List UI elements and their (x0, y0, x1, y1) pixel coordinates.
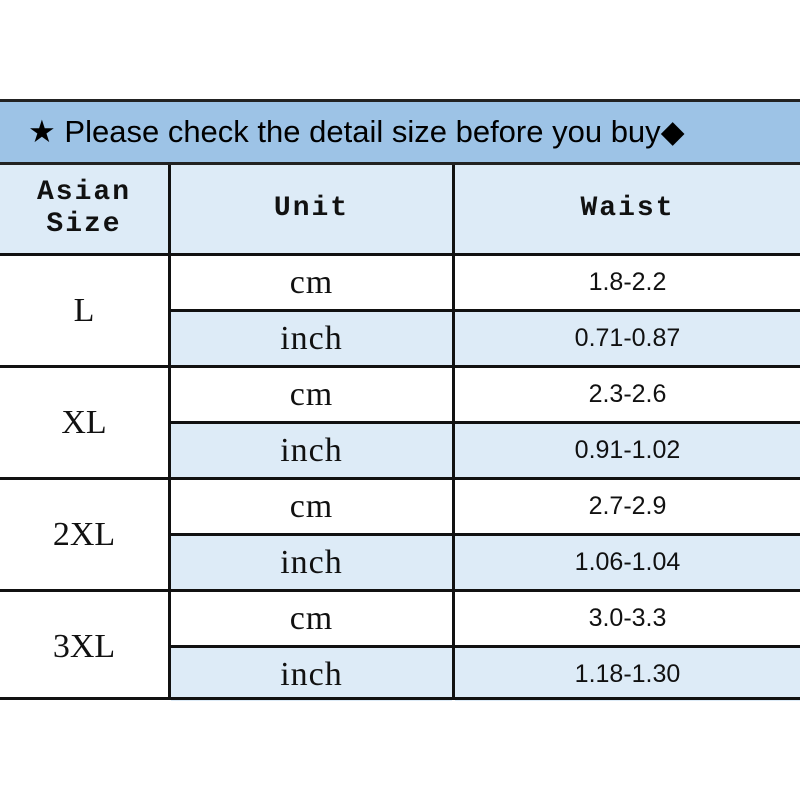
table-bottom-border (0, 697, 800, 700)
waist-inch-value: 1.06-1.04 (455, 536, 800, 589)
unit-inch: inch (171, 536, 452, 589)
waist-inch-value: 0.71-0.87 (455, 312, 800, 365)
star-icon: ★ (28, 114, 56, 149)
column-divider (168, 165, 171, 700)
subrow-divider (168, 645, 800, 648)
waist-cm-value: 2.3-2.6 (588, 380, 667, 408)
size-label: L (73, 291, 95, 329)
header-unit: Unit (171, 165, 452, 253)
unit-cm: cm (289, 375, 334, 413)
row-divider (0, 365, 800, 368)
size-label: XL (61, 403, 107, 441)
subrow-divider (168, 533, 800, 536)
header-size-line2: Size (46, 209, 122, 240)
waist-cm-value: 3.0-3.3 (588, 604, 667, 632)
subrow-divider (168, 309, 800, 312)
subrow-divider (168, 421, 800, 424)
unit-cm: cm (289, 487, 334, 525)
waist-cm-value: 1.8-2.2 (588, 268, 667, 296)
waist-cm-value: 2.7-2.9 (588, 492, 667, 520)
header-size-line1: Asian (36, 177, 131, 208)
size-label: 3XL (52, 627, 116, 665)
unit-inch: inch (171, 648, 452, 701)
header-asian-size: Asian Size (0, 165, 168, 253)
row-divider (0, 589, 800, 592)
unit-cm: cm (289, 599, 334, 637)
unit-inch: inch (171, 424, 452, 477)
column-divider (452, 165, 455, 700)
unit-inch: inch (171, 312, 452, 365)
size-notice-banner: ★ Please check the detail size before yo… (0, 99, 800, 165)
waist-inch-value: 1.18-1.30 (455, 648, 800, 701)
unit-cm: cm (289, 263, 334, 301)
banner-text: Please check the detail size before you … (64, 114, 661, 149)
waist-inch-value: 0.91-1.02 (455, 424, 800, 477)
diamond-icon: ◆ (660, 114, 685, 149)
row-divider (0, 253, 800, 256)
header-waist: Waist (455, 165, 800, 253)
row-divider (0, 477, 800, 480)
size-label: 2XL (52, 515, 116, 553)
